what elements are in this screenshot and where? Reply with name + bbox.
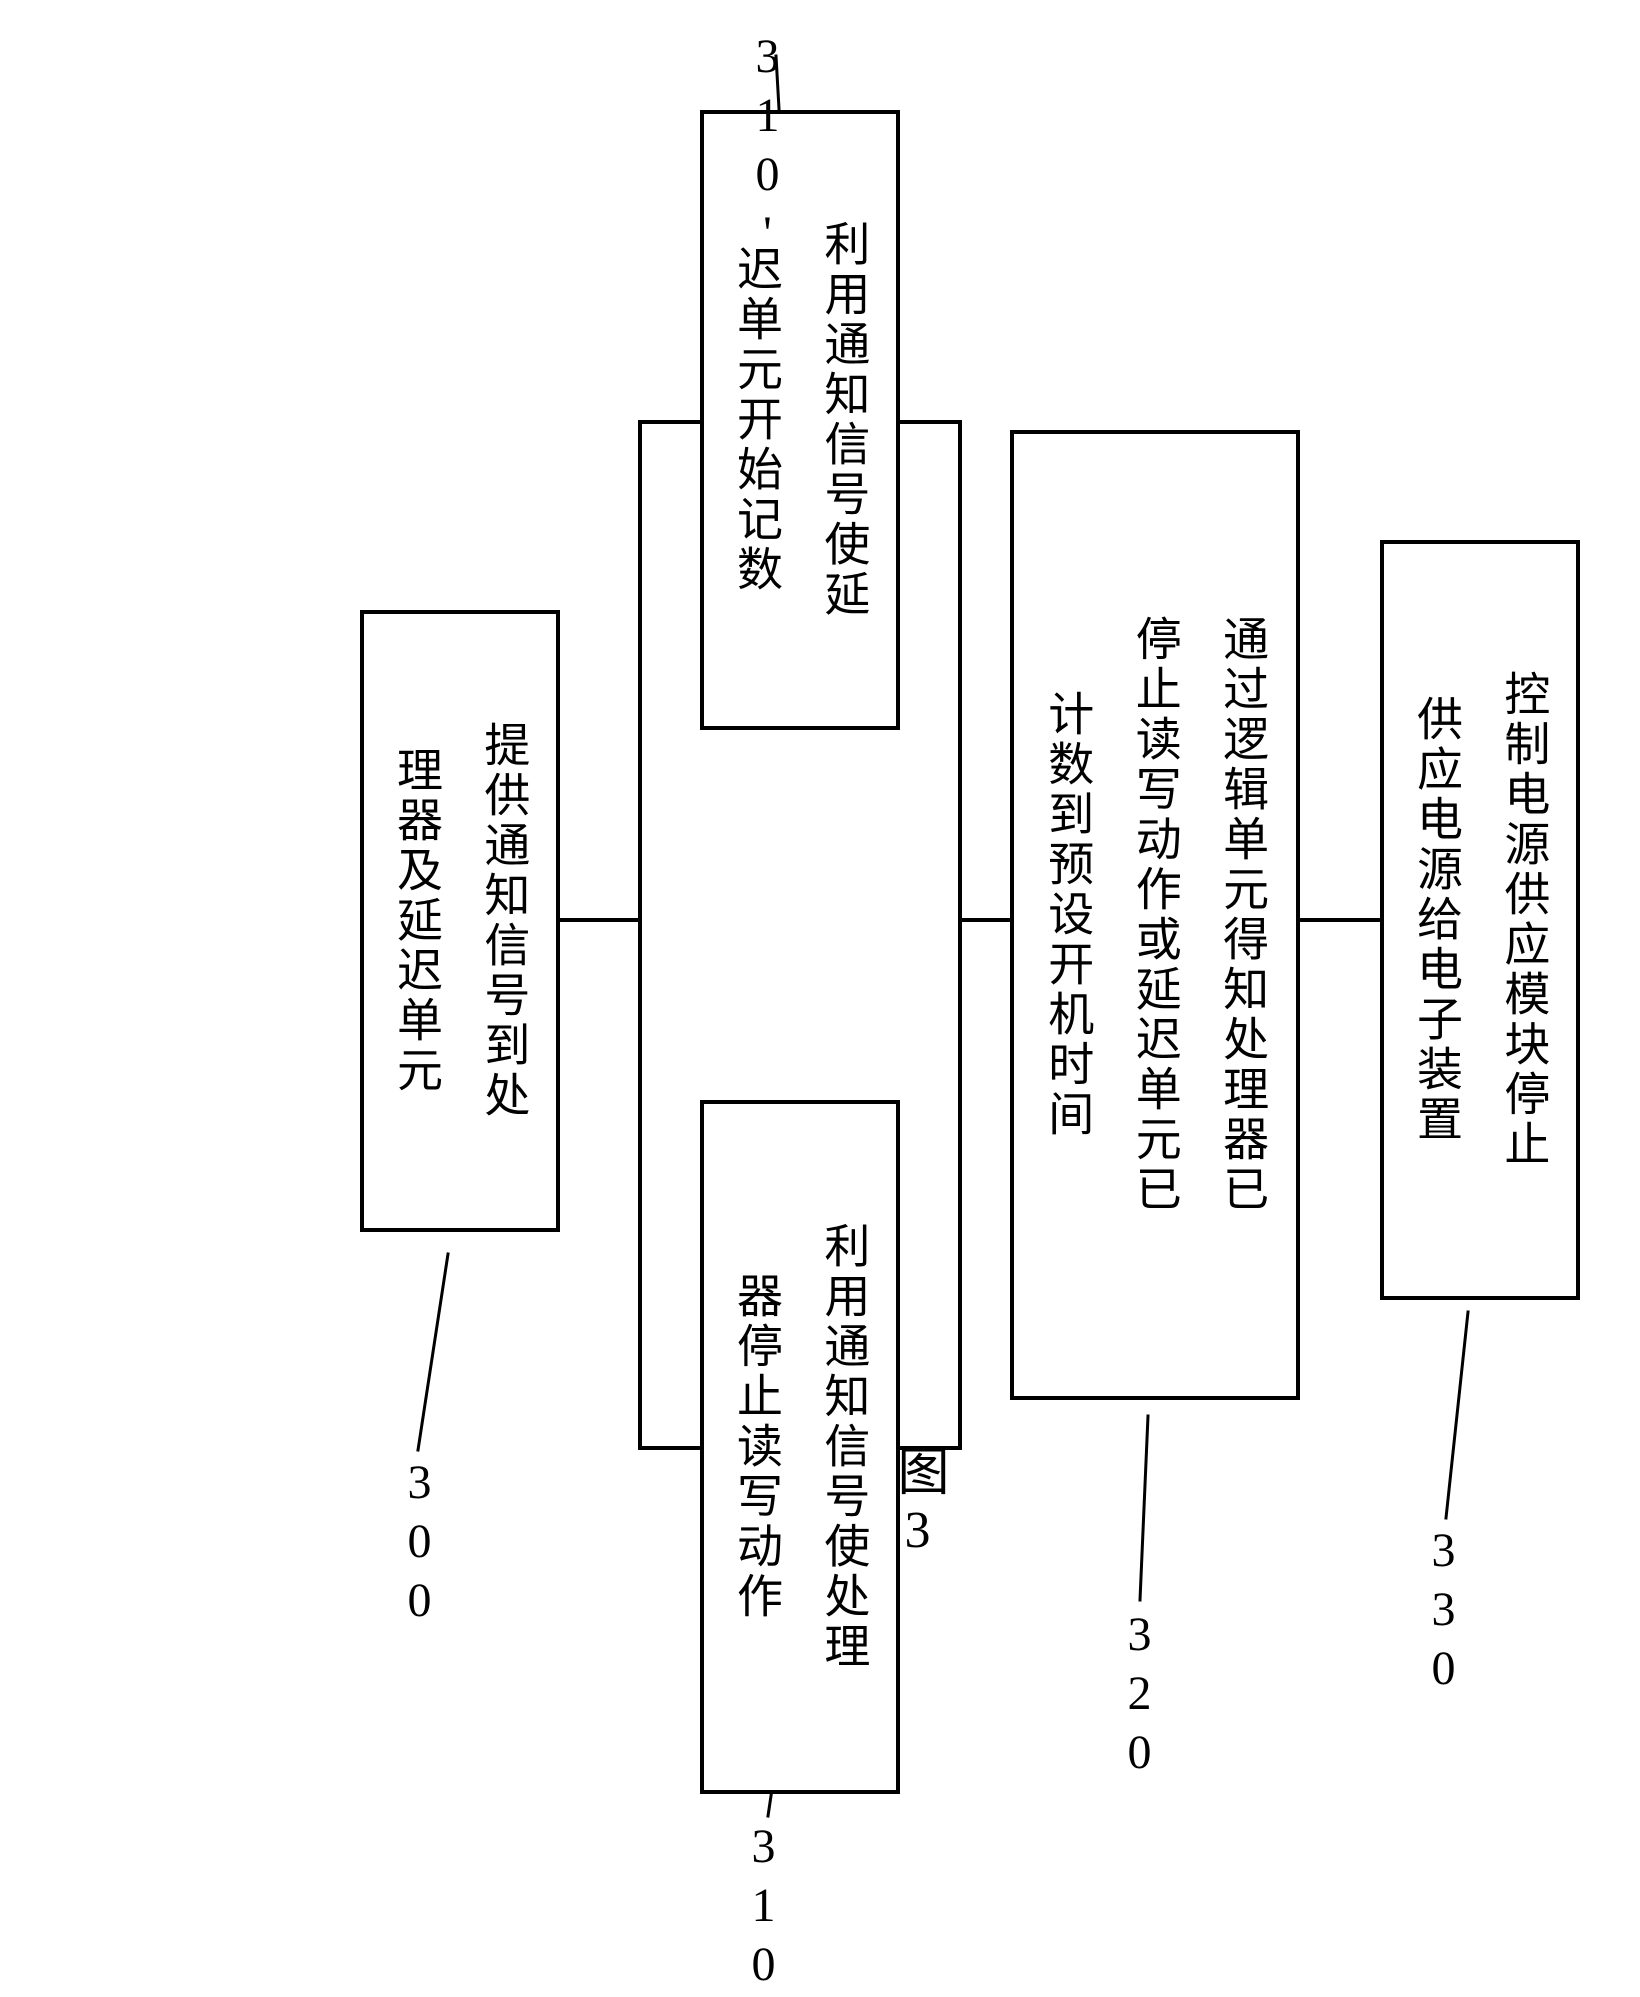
ref-label-320: 320	[1112, 1608, 1167, 1785]
flowchart-canvas: 提供通知信号到处 理器及延迟单元 利用通知信号使处理 器停止读写动作 利用通知信…	[0, 0, 1640, 1888]
ref-label-330: 330	[1416, 1524, 1471, 1701]
figure-label: 图3	[880, 1444, 955, 1565]
node-320: 通过逻辑单元得知处理器已 停止读写动作或延迟单元已 计数到预设开机时间	[1010, 430, 1300, 1400]
node-300: 提供通知信号到处 理器及延迟单元	[360, 610, 560, 1232]
node-310-prime-text: 利用通知信号使延 迟单元开始记数	[713, 220, 888, 620]
node-330: 控制电源供应模块停止 供应电源给电子装置	[1380, 540, 1580, 1300]
node-330-text: 控制电源供应模块停止 供应电源给电子装置	[1393, 670, 1568, 1170]
node-310-text: 利用通知信号使处理 器停止读写动作	[713, 1222, 888, 1672]
node-310-prime: 利用通知信号使延 迟单元开始记数	[700, 110, 900, 730]
ref-label-300: 300	[392, 1456, 447, 1633]
node-300-text: 提供通知信号到处 理器及延迟单元	[373, 721, 548, 1121]
ref-label-310: 310	[736, 1820, 791, 1997]
node-310: 利用通知信号使处理 器停止读写动作	[700, 1100, 900, 1794]
ref-label-310-prime: 310'	[740, 30, 795, 266]
node-320-text: 通过逻辑单元得知处理器已 停止读写动作或延迟单元已 计数到预设开机时间	[1024, 615, 1286, 1215]
